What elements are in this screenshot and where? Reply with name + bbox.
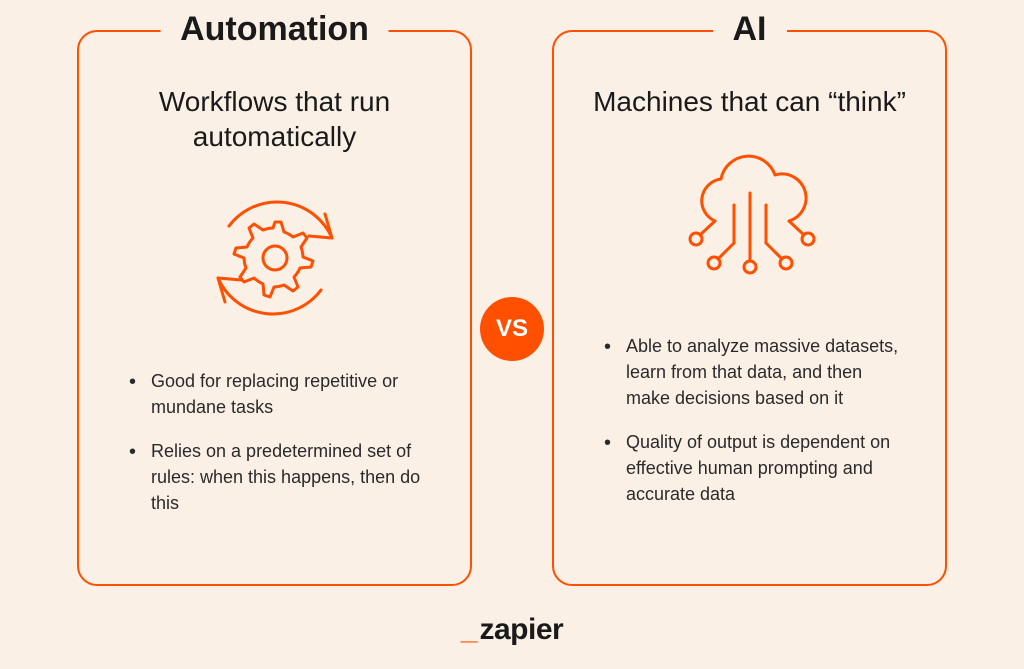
automation-bullets: Good for replacing repetitive or mundane…	[115, 368, 434, 516]
list-item: Good for replacing repetitive or mundane…	[129, 368, 428, 420]
gear-cycle-icon	[115, 178, 434, 338]
logo-underscore: _	[461, 613, 478, 647]
automation-title: Automation	[160, 10, 389, 49]
ai-title: AI	[713, 10, 787, 49]
list-item: Relies on a predetermined set of rules: …	[129, 438, 428, 516]
ai-subtitle: Machines that can “think”	[590, 84, 909, 119]
ai-panel: AI Machines that can “think”	[552, 30, 947, 586]
comparison-container: Automation Workflows that run automatica…	[0, 0, 1024, 586]
brand-logo: _ zapier	[461, 613, 563, 647]
cloud-circuit-icon	[590, 143, 909, 303]
automation-subtitle: Workflows that run automatically	[115, 84, 434, 154]
logo-text: zapier	[479, 613, 563, 647]
vs-badge: VS	[480, 297, 544, 361]
ai-bullets: Able to analyze massive datasets, learn …	[590, 333, 909, 508]
list-item: Quality of output is dependent on effect…	[604, 429, 903, 507]
automation-panel: Automation Workflows that run automatica…	[77, 30, 472, 586]
list-item: Able to analyze massive datasets, learn …	[604, 333, 903, 411]
